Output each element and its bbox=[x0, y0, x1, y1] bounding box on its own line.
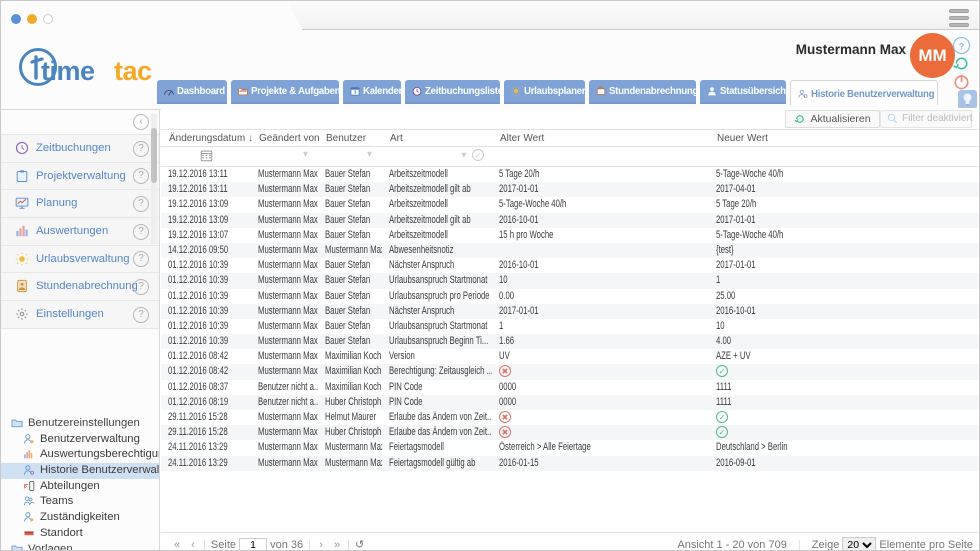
svg-text:time: time bbox=[41, 56, 95, 86]
svg-text:tac: tac bbox=[114, 56, 152, 86]
svg-text:?: ? bbox=[959, 41, 965, 52]
